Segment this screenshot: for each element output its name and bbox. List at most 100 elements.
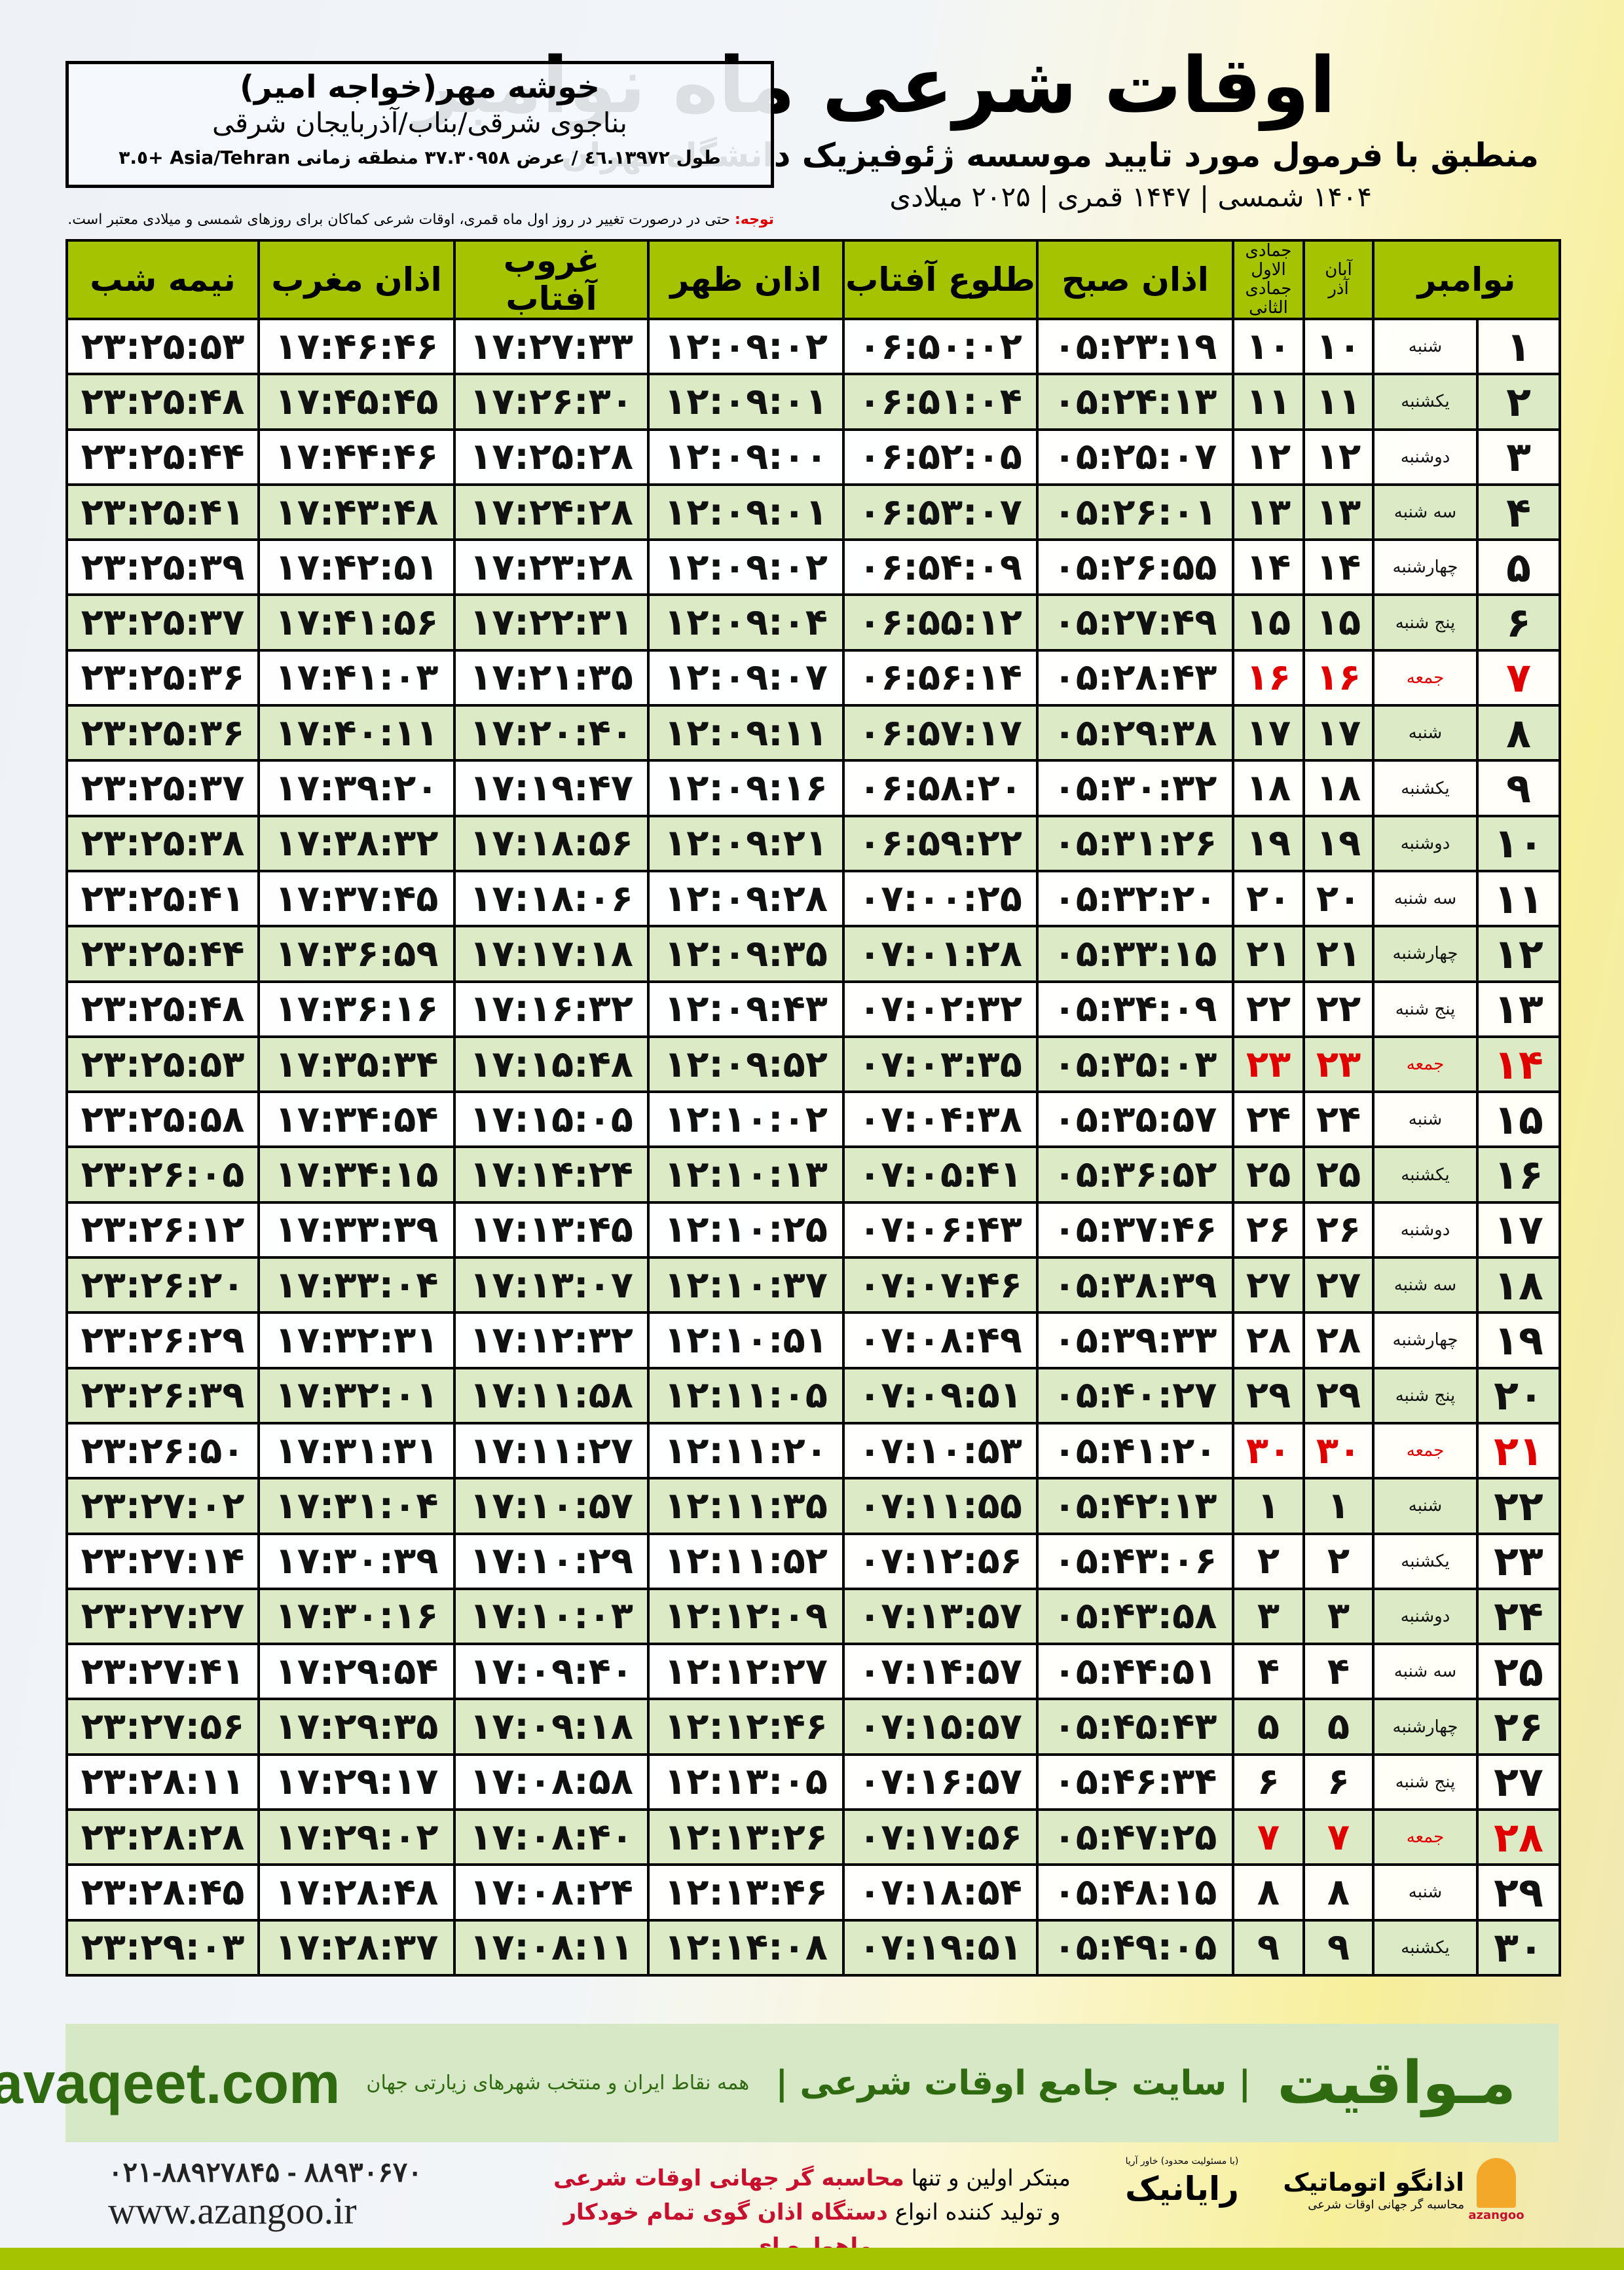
- table-row: ۲۵ سه شنبه ۴ ۴ ۰۵:۴۴:۵۱ ۰۷:۱۴:۵۷ ۱۲:۱۲:۲۷ ۱۷:۰۹…: [65, 1643, 1562, 1701]
- cell-midnight: ۲۳:۲۵:۴۸: [65, 373, 260, 431]
- cell-sunrise: ۰۷:۰۰:۲۵: [842, 869, 1039, 928]
- azangoo-text: اذانگو اتوماتیک محاسبه گر جهانی اوقات شر…: [1283, 2158, 1464, 2213]
- cell-sunrise: ۰۷:۰۳:۳۵: [842, 1035, 1039, 1094]
- cell-weekday: دوشنبه: [1371, 428, 1479, 486]
- mavaqeet-banner: مـواقیت | سایت جامع اوقات شرعی | همه نقا…: [0, 2024, 1559, 2142]
- cell-lunar-day: ۱۶: [1232, 648, 1305, 707]
- cell-fajr: ۰۵:۳۵:۵۷: [1036, 1090, 1234, 1149]
- cell-sunrise: ۰۷:۱۲:۵۶: [842, 1532, 1039, 1590]
- cell-dhuhr: ۱۲:۱۰:۱۳: [647, 1145, 845, 1204]
- cell-fajr: ۰۵:۴۳:۵۸: [1036, 1587, 1234, 1646]
- table-row: ۸ شنبه ۱۷ ۱۷ ۰۵:۲۹:۳۸ ۰۶:۵۷:۱۷ ۱۲:۰۹:۱۱ ۱۷:۲۰:۴…: [65, 704, 1562, 762]
- cell-midnight: ۲۳:۲۷:۲۷: [65, 1587, 260, 1646]
- cell-maghrib: ۱۷:۳۰:۱۶: [257, 1587, 456, 1646]
- cell-day: ۱۴: [1476, 1035, 1562, 1094]
- cell-dhuhr: ۱۲:۰۹:۱۱: [647, 704, 845, 762]
- cell-weekday: سه شنبه: [1371, 869, 1479, 928]
- cell-day: ۲۷: [1476, 1753, 1562, 1812]
- cell-maghrib: ۱۷:۳۳:۰۴: [257, 1256, 456, 1314]
- brand-logo-text: مـواقیت: [1277, 2049, 1516, 2117]
- cell-maghrib: ۱۷:۳۹:۲۰: [257, 759, 456, 817]
- header-solar-bottom: آذر: [1328, 279, 1349, 299]
- cell-weekday: چهارشنبه: [1371, 1311, 1479, 1369]
- phone-numbers: ۰۲۱-۸۸۹۲۷۸۴۵ - ۸۸۹۳۰۶۷۰: [108, 2157, 422, 2187]
- cell-day: ۷: [1476, 648, 1562, 707]
- header-maghrib: اذان مغرب: [257, 239, 456, 320]
- cell-sunrise: ۰۶:۵۱:۰۴: [842, 373, 1039, 431]
- header-sunrise: طلوع آفتاب: [842, 239, 1039, 320]
- cell-dhuhr: ۱۲:۰۹:۰۲: [647, 317, 845, 376]
- cell-day: ۱۸: [1476, 1256, 1562, 1314]
- cell-day: ۵: [1476, 538, 1562, 597]
- cell-sunrise: ۰۶:۵۰:۰۲: [842, 317, 1039, 376]
- cell-weekday: سه شنبه: [1371, 1643, 1479, 1701]
- cell-solar-day: ۲۰: [1302, 869, 1375, 928]
- cell-sunset: ۱۷:۱۳:۴۵: [453, 1200, 650, 1259]
- cell-sunset: ۱۷:۱۳:۰۷: [453, 1256, 650, 1314]
- cell-maghrib: ۱۷:۴۱:۵۶: [257, 593, 456, 652]
- table-row: ۹ یکشنبه ۱۸ ۱۸ ۰۵:۳۰:۳۲ ۰۶:۵۸:۲۰ ۱۲:۰۹:۱۶ ۱۷:۱۹…: [65, 759, 1562, 817]
- header-lunar-bottom: جمادی الثانی: [1245, 279, 1292, 318]
- raynik-logo-block: (با مسئولیت محدود) خاور آریا رایانیک: [1107, 2155, 1257, 2210]
- cell-sunrise: ۰۷:۰۴:۳۸: [842, 1090, 1039, 1149]
- cell-dhuhr: ۱۲:۰۹:۲۸: [647, 869, 845, 928]
- table-row: ۲۲ شنبه ۱ ۱ ۰۵:۴۲:۱۳ ۰۷:۱۱:۵۵ ۱۲:۱۱:۳۵ ۱۷:۱۰:۵۷…: [65, 1477, 1562, 1535]
- cell-lunar-day: ۱۲: [1232, 428, 1305, 486]
- cell-fajr: ۰۵:۴۷:۲۵: [1036, 1808, 1234, 1867]
- cell-maghrib: ۱۷:۳۶:۱۶: [257, 980, 456, 1038]
- cell-dhuhr: ۱۲:۱۱:۲۰: [647, 1421, 845, 1480]
- cell-sunset: ۱۷:۱۰:۰۳: [453, 1587, 650, 1646]
- cell-dhuhr: ۱۲:۱۴:۰۸: [647, 1918, 845, 1977]
- cell-solar-day: ۲۴: [1302, 1090, 1375, 1149]
- cell-fajr: ۰۵:۴۲:۱۳: [1036, 1477, 1234, 1535]
- cell-midnight: ۲۳:۲۵:۴۴: [65, 428, 260, 486]
- cell-solar-day: ۱۳: [1302, 483, 1375, 542]
- cell-midnight: ۲۳:۲۵:۳۸: [65, 814, 260, 872]
- azangoo-name: اذانگو اتوماتیک: [1283, 2168, 1464, 2197]
- azangoo-logo: azangoo اذانگو اتوماتیک محاسبه گر جهانی …: [1270, 2158, 1524, 2237]
- cell-dhuhr: ۱۲:۰۹:۴۳: [647, 980, 845, 1038]
- cell-lunar-day: ۲: [1232, 1532, 1305, 1590]
- cell-sunrise: ۰۷:۱۶:۵۷: [842, 1753, 1039, 1812]
- cell-weekday: پنج شنبه: [1371, 593, 1479, 652]
- cell-sunset: ۱۷:۰۹:۱۸: [453, 1698, 650, 1756]
- cell-sunset: ۱۷:۱۲:۳۲: [453, 1311, 650, 1369]
- cell-midnight: ۲۳:۲۶:۱۲: [65, 1200, 260, 1259]
- cell-dhuhr: ۱۲:۱۰:۵۱: [647, 1311, 845, 1369]
- cell-sunrise: ۰۷:۱۰:۵۳: [842, 1421, 1039, 1480]
- header-lunar: جمادی الاول جمادی الثانی: [1232, 239, 1305, 320]
- cell-solar-day: ۱۱: [1302, 373, 1375, 431]
- cell-day: ۲۸: [1476, 1808, 1562, 1867]
- cell-fajr: ۰۵:۲۴:۱۳: [1036, 373, 1234, 431]
- cell-sunset: ۱۷:۲۵:۲۸: [453, 428, 650, 486]
- cell-day: ۴: [1476, 483, 1562, 542]
- cell-day: ۱۳: [1476, 980, 1562, 1038]
- cell-midnight: ۲۳:۲۷:۱۴: [65, 1532, 260, 1590]
- cell-midnight: ۲۳:۲۸:۴۵: [65, 1863, 260, 1922]
- cell-sunset: ۱۷:۰۸:۴۰: [453, 1808, 650, 1867]
- cell-solar-day: ۹: [1302, 1918, 1375, 1977]
- cell-fajr: ۰۵:۴۶:۳۴: [1036, 1753, 1234, 1812]
- cell-midnight: ۲۳:۲۹:۰۳: [65, 1918, 260, 1977]
- cell-lunar-day: ۲۹: [1232, 1366, 1305, 1424]
- cell-dhuhr: ۱۲:۱۱:۵۲: [647, 1532, 845, 1590]
- location-name: خوشه مهر(خواجه امیر): [239, 69, 600, 105]
- cell-solar-day: ۳: [1302, 1587, 1375, 1646]
- cell-lunar-day: ۲۲: [1232, 980, 1305, 1038]
- brand-url[interactable]: mavaqeet.com: [0, 2050, 341, 2115]
- header-fajr: اذان صبح: [1036, 239, 1234, 320]
- cell-weekday: شنبه: [1371, 704, 1479, 762]
- cell-weekday: جمعه: [1371, 648, 1479, 707]
- note-label: توجه:: [734, 212, 774, 228]
- cell-sunrise: ۰۶:۵۵:۱۲: [842, 593, 1039, 652]
- table-row: ۲۹ شنبه ۸ ۸ ۰۵:۴۸:۱۵ ۰۷:۱۸:۵۴ ۱۲:۱۳:۴۶ ۱۷:۰۸:۲۴…: [65, 1863, 1562, 1922]
- cell-lunar-day: ۲۳: [1232, 1035, 1305, 1094]
- cell-lunar-day: ۵: [1232, 1698, 1305, 1756]
- cell-weekday: پنج شنبه: [1371, 980, 1479, 1038]
- cell-fajr: ۰۵:۴۴:۵۱: [1036, 1643, 1234, 1701]
- cell-weekday: جمعه: [1371, 1808, 1479, 1867]
- website-link[interactable]: www.azangoo.ir: [108, 2189, 357, 2232]
- cell-fajr: ۰۵:۳۸:۳۹: [1036, 1256, 1234, 1314]
- cell-weekday: چهارشنبه: [1371, 538, 1479, 597]
- cell-sunrise: ۰۷:۰۸:۴۹: [842, 1311, 1039, 1369]
